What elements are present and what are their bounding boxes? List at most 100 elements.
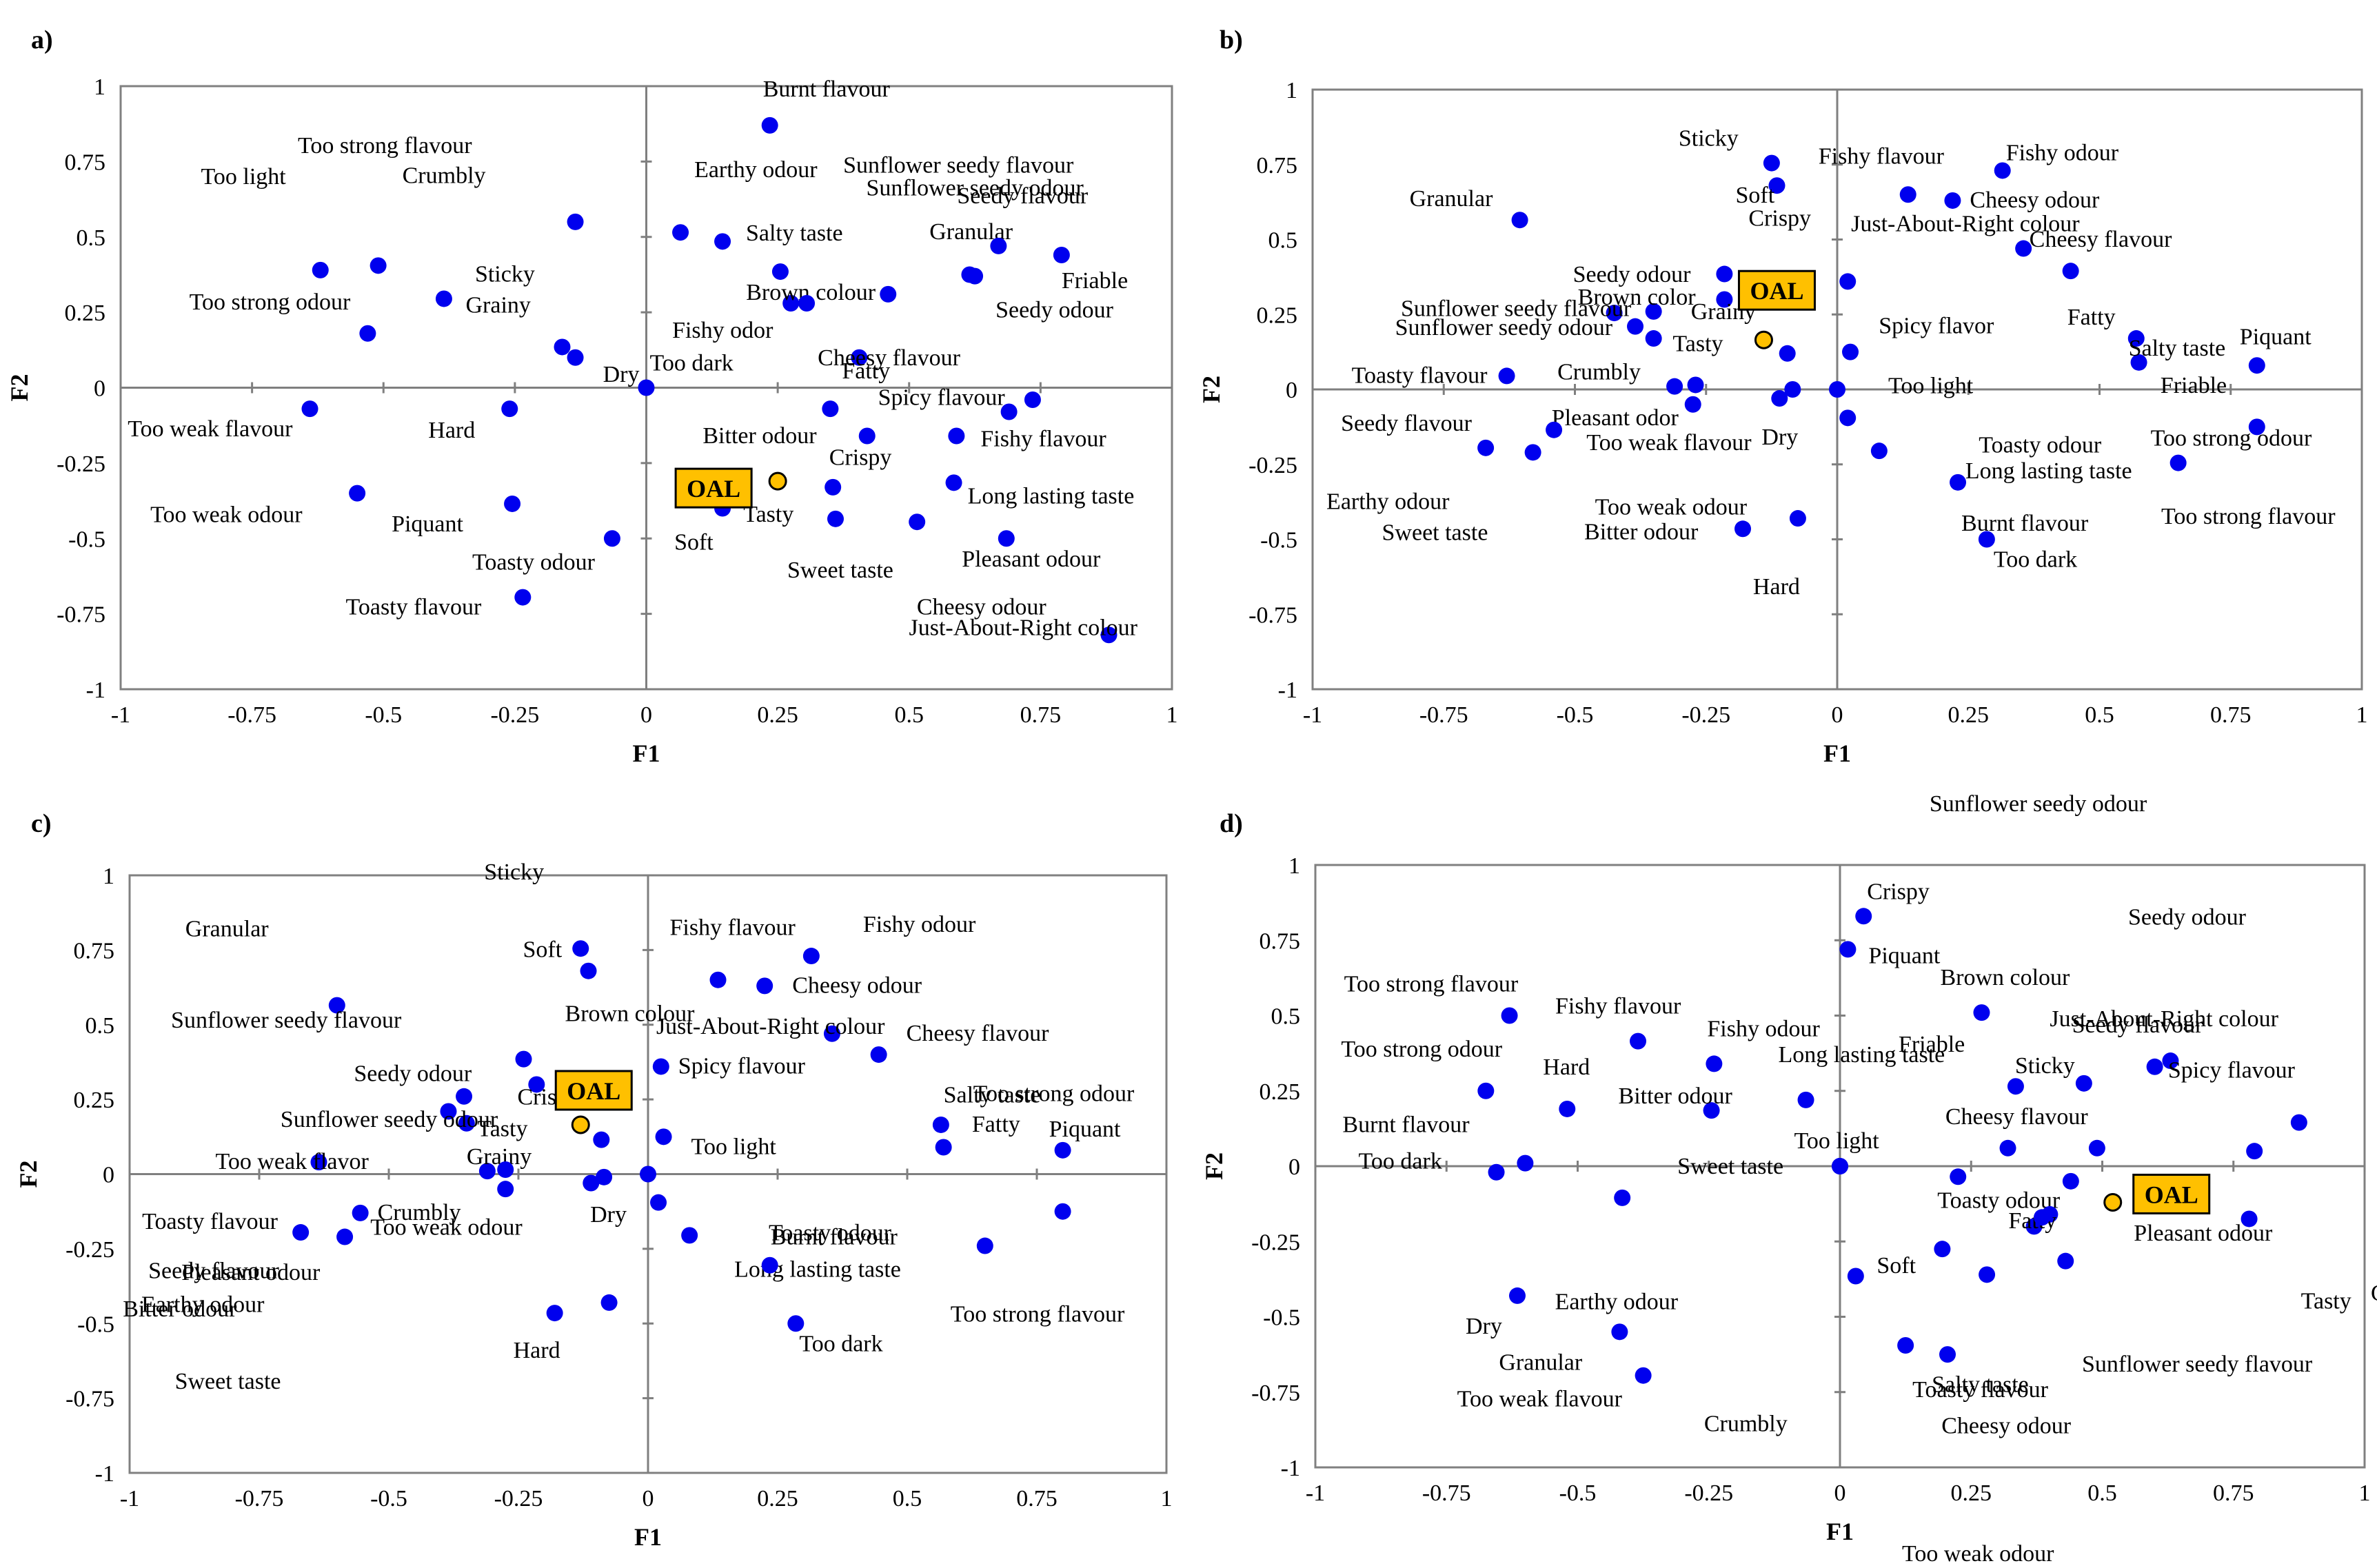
panel-a-data-point <box>370 257 387 274</box>
panel-b-data-point <box>1645 330 1662 347</box>
panel-b-x-tick-label: 0.25 <box>1948 702 1990 728</box>
panel-d-data-point <box>1501 1007 1518 1024</box>
panel-a-point-label: Sunflower seedy flavour <box>843 152 1074 178</box>
panel-d-point-label: Earthy odour <box>1555 1289 1679 1314</box>
panel-d-point-label: Soft <box>1877 1253 1916 1279</box>
panel-b-point-label: Soft <box>1735 183 1774 208</box>
panel-c-point-label: Pleasant odour <box>181 1260 321 1285</box>
panel-a-y-axis-label: F2 <box>6 374 33 402</box>
panel-d-x-tick-label: -1 <box>1306 1480 1325 1506</box>
panel-b-data-point <box>1978 531 1995 548</box>
panel-b-point-label: Long lasting taste <box>1965 458 2132 484</box>
panel-c-data-point <box>976 1237 993 1254</box>
panel-a-point-label: Too strong flavour <box>298 133 472 159</box>
panel-c-data-point <box>655 1128 672 1146</box>
panel-a: a) -1 -0.75 -0.5 -0.25 0 0.25 0.5 0.75 1 -1 -0.75 -0… <box>0 0 1188 784</box>
panel-a-y-tick-label: 0 <box>94 376 105 402</box>
panel-d-point-label: Too weak odour <box>1902 1541 2054 1567</box>
panel-b-data-point <box>2248 357 2265 374</box>
panel-a-data-point <box>909 513 926 531</box>
panel-a-data-point <box>1000 403 1018 420</box>
panel-c-point-label: Too strong flavour <box>951 1302 1125 1327</box>
panel-d-point-label: Too strong flavour <box>1344 972 1519 997</box>
panel-d-point-label: Brown colour <box>1940 965 2070 990</box>
panel-d-y-axis-label: F2 <box>1200 1152 1228 1180</box>
panel-b-oal-box <box>1737 269 1816 311</box>
panel-c-data-point <box>458 1114 475 1132</box>
panel-b-y-tick-label: 1 <box>1286 78 1297 103</box>
panel-d-x-tick-label: 1 <box>2359 1480 2371 1506</box>
panel-b-x-tick-label: 0 <box>1832 702 1843 728</box>
panel-d: d) -1 -0.75 -0.5 -0.25 0 0.25 0.5 0.75 1 -1 -0.75 -0… <box>1188 784 2377 1568</box>
panel-a-point-label: Toasty odour <box>472 549 596 575</box>
panel-b-oal-point <box>1754 330 1773 349</box>
panel-a-data-point <box>714 233 731 250</box>
panel-a-data-point <box>349 485 366 502</box>
panel-b-data-point <box>1524 444 1541 461</box>
chart-b: b) -1 -0.75 -0.5 -0.25 0 0.25 0.5 0.75 1 -1 -0.75 -0… <box>1197 26 2368 767</box>
panel-c-data-point <box>580 962 597 979</box>
panel-b-point-label: Friable <box>2161 373 2227 398</box>
panel-a-oal-point <box>768 471 787 491</box>
panel-a-point-label: Too light <box>201 164 287 190</box>
panel-a-data-point <box>1024 391 1041 408</box>
panel-b-data-point <box>1842 343 1859 360</box>
panel-b-x-tick-label: 0.75 <box>2210 702 2252 728</box>
panel-b-data-point <box>1666 378 1683 395</box>
panel-b-x-axis-label: F1 <box>1823 740 1851 767</box>
panel-a-point-label: Salty taste <box>746 221 843 246</box>
panel-d-data-point <box>2241 1210 2258 1228</box>
panel-d-point-label: Too dark <box>1359 1149 1442 1174</box>
panel-a-data-point <box>359 325 376 342</box>
panel-c-data-point <box>1054 1203 1071 1220</box>
panel-c-point-label: Sunflower seedy odour <box>281 1107 498 1132</box>
panel-b-point-label: Fatty <box>2067 305 2116 330</box>
panel-c-data-point <box>583 1174 600 1192</box>
panel-a-data-point <box>967 267 984 285</box>
panel-d-y-tick-label: 0.5 <box>1271 1004 1301 1030</box>
panel-a-point-label: Cheesy odour <box>917 594 1047 620</box>
panel-a-point-label: Sticky <box>475 261 535 287</box>
panel-a-label: a) <box>31 26 53 54</box>
panel-b-data-point <box>2130 354 2147 371</box>
panel-c-oal-label: OAL <box>567 1077 620 1105</box>
panel-a-x-tick-label: 0.75 <box>1020 702 1062 728</box>
panel-c-point-label: Soft <box>523 937 563 963</box>
panel-d-x-tick-label: -0.75 <box>1422 1480 1471 1506</box>
panel-d-data-point <box>2162 1052 2179 1070</box>
panel-c-data-point <box>823 1025 840 1042</box>
panel-c-oal-point <box>571 1115 590 1134</box>
panel-d-point-label: Sweet taste <box>1677 1154 1783 1179</box>
panel-d-data-point <box>1939 1346 1956 1363</box>
panel-b-point-label: Fishy flavour <box>1819 143 1945 169</box>
panel-d-data-point <box>1635 1367 1652 1384</box>
panel-c-data-point <box>761 1256 778 1274</box>
panel-d-point-label: Sunflower seedy odour <box>1930 791 2147 817</box>
panel-c-y-tick-label: -0.5 <box>77 1312 114 1337</box>
panel-a-y-tick-label: -0.5 <box>68 527 105 552</box>
panel-b-point-label: Spicy flavor <box>1879 313 1994 338</box>
panel-c-data-point <box>652 1058 669 1075</box>
panel-d-data-point <box>1517 1154 1534 1172</box>
panel-a-point-label: Soft <box>674 530 714 556</box>
panel-d-x-tick-label: 0.5 <box>2087 1480 2117 1506</box>
panel-b-point-label: Sunflower seedy odour <box>1395 315 1613 340</box>
panel-c-data-point <box>497 1161 514 1178</box>
panel-a-x-tick-label: 0 <box>640 702 652 728</box>
panel-a-data-point <box>771 263 789 281</box>
panel-b-data-point <box>1829 381 1845 398</box>
panel-a-point-label: Fishy odor <box>672 318 773 343</box>
panel-c-x-tick-label: 1 <box>1161 1486 1173 1511</box>
panel-d-data-point <box>1855 908 1872 925</box>
panel-a-point-label: Pleasant odour <box>962 547 1101 572</box>
panel-b-point-label: Brown color <box>1578 285 1697 310</box>
panel-d-point-label: Cheesy flavour <box>1945 1104 2088 1130</box>
panel-c-point-label: Granular <box>185 917 270 942</box>
panel-b-x-tick-label: -0.75 <box>1419 702 1468 728</box>
panel-b-x-tick-label: 0.5 <box>2085 702 2114 728</box>
panel-c-point-label: Crumbly <box>378 1200 461 1225</box>
panel-d-point-label: Crispy <box>1867 879 1930 904</box>
panel-b-data-point <box>2169 454 2187 471</box>
panel-c-data-point <box>802 948 820 965</box>
